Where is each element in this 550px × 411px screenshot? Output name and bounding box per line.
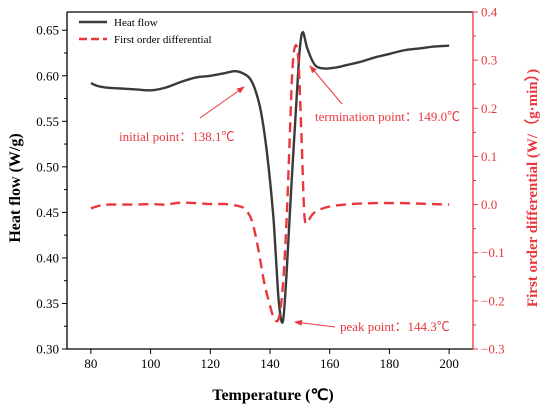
left-y-tick-label: 0.35 — [36, 296, 59, 311]
annotations: initial point：138.1℃ termination point：1… — [119, 65, 460, 334]
annotation-arrow-peak — [294, 319, 336, 328]
right-y-tick-label: 0.0 — [481, 197, 497, 212]
annotation-arrow-initial — [199, 86, 245, 119]
annotation-initial-point: initial point：138.1℃ — [119, 129, 235, 144]
right-y-axis-ticks: −0.3 −0.2 −0.1 0.0 0.1 0.2 0.3 0.4 — [473, 5, 505, 357]
x-tick-label: 200 — [439, 356, 459, 371]
x-tick-label: 120 — [201, 356, 221, 371]
x-tick-label: 140 — [260, 356, 280, 371]
right-y-tick-label: 0.4 — [481, 5, 498, 20]
annotation-arrow-termination — [309, 65, 343, 105]
x-axis-title: Temperature (℃) — [212, 387, 334, 404]
left-y-tick-label: 0.50 — [36, 159, 59, 174]
annotation-termination-point: termination point：149.0℃ — [315, 109, 460, 124]
right-y-axis-title: First order differential (W/（g·min）) — [523, 69, 541, 307]
legend-label-heat-flow: Heat flow — [114, 17, 158, 29]
left-y-axis-title: Heat flow (W/g) — [7, 133, 24, 242]
x-tick-label: 180 — [380, 356, 400, 371]
series-line-first-order-differential — [90, 44, 450, 323]
annotation-peak-point: peak point：144.3℃ — [340, 319, 450, 334]
left-y-tick-label: 0.45 — [36, 205, 59, 220]
series-line-heat-flow — [90, 30, 450, 324]
right-y-tick-label: −0.1 — [481, 245, 505, 260]
series-group — [90, 30, 450, 324]
left-y-tick-label: 0.55 — [36, 114, 59, 129]
left-y-tick-label: 0.60 — [36, 68, 59, 83]
x-tick-label: 100 — [141, 356, 161, 371]
legend-label-differential: First order differential — [114, 34, 212, 46]
legend: Heat flow First order differential — [79, 17, 212, 46]
left-y-axis-ticks: 0.30 0.35 0.40 0.45 0.50 0.55 0.60 0.65 — [36, 23, 67, 357]
right-y-tick-label: 0.2 — [481, 101, 497, 116]
left-y-tick-label: 0.65 — [36, 23, 59, 38]
x-tick-label: 160 — [320, 356, 340, 371]
right-y-tick-label: −0.2 — [481, 293, 505, 308]
x-tick-label: 80 — [84, 356, 97, 371]
left-y-tick-label: 0.30 — [36, 342, 59, 357]
right-y-tick-label: 0.1 — [481, 149, 497, 164]
right-y-tick-label: 0.3 — [481, 53, 497, 68]
x-axis-ticks: 80 100 120 140 160 180 200 — [84, 349, 459, 371]
left-y-tick-label: 0.40 — [36, 250, 59, 265]
right-y-tick-label: −0.3 — [481, 342, 505, 357]
